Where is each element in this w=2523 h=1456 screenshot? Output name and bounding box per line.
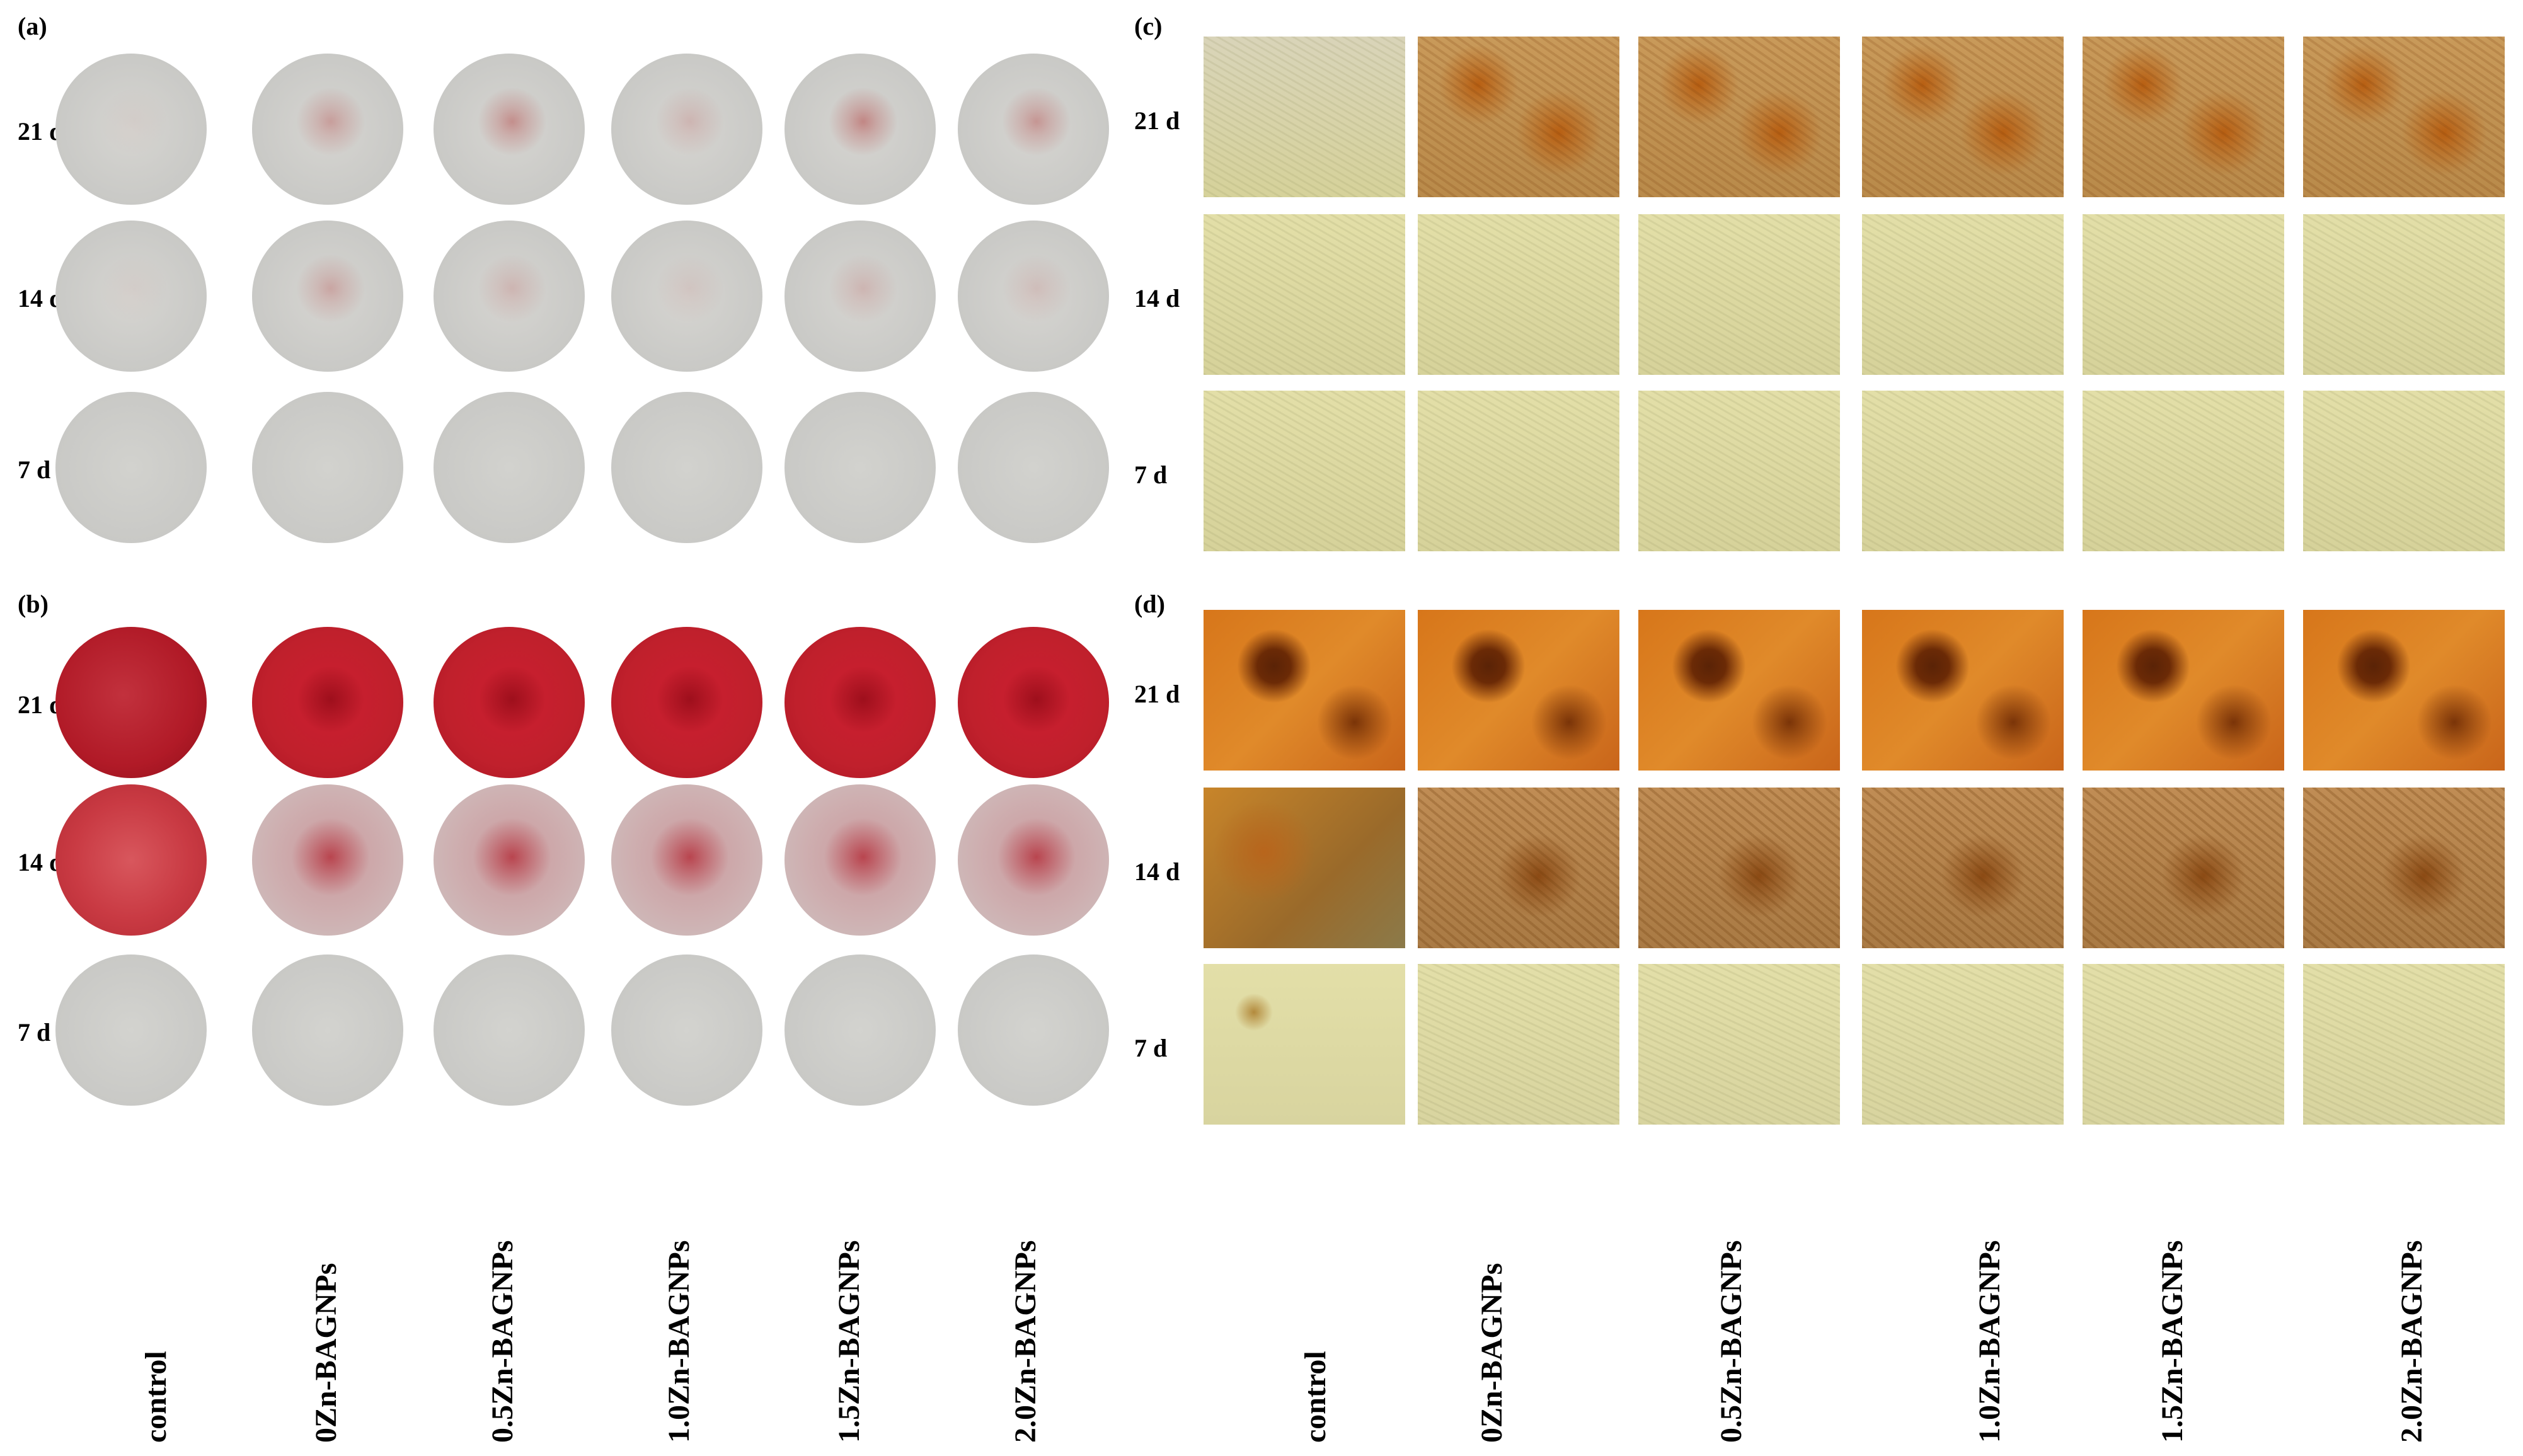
- panel-b-label: (b): [18, 590, 49, 618]
- dish-b-r0-c4: [784, 627, 936, 778]
- dish-a-r2-c3: [611, 392, 762, 543]
- dish-a-r2-c5: [958, 392, 1109, 543]
- tile-c-r1-c1: [1418, 214, 1619, 375]
- dish-a-r1-c3: [611, 221, 762, 372]
- dish-b-r0-c1: [252, 627, 403, 778]
- col-label-right-1: 0Zn-BAGNPs: [1475, 1263, 1509, 1443]
- dish-b-r2-c0: [55, 954, 207, 1106]
- dish-b-r0-c3: [611, 627, 762, 778]
- tile-d-r2-c5: [2303, 964, 2505, 1125]
- col-label-right-2: 0.5Zn-BAGNPs: [1715, 1240, 1748, 1443]
- tile-c-r1-c3: [1862, 214, 2064, 375]
- dish-b-r1-c1: [252, 784, 403, 936]
- row-label-c-0: 21 d: [1134, 106, 1180, 135]
- dish-b-r2-c1: [252, 954, 403, 1106]
- col-label-left-0: control: [139, 1351, 173, 1443]
- col-label-left-2: 0.5Zn-BAGNPs: [486, 1240, 519, 1443]
- tile-d-r2-c0: [1204, 964, 1405, 1125]
- tile-c-r0-c4: [2083, 37, 2284, 197]
- tile-d-r0-c5: [2303, 610, 2505, 771]
- tile-d-r1-c4: [2083, 788, 2284, 948]
- dish-a-r2-c2: [434, 392, 585, 543]
- dish-b-r0-c2: [434, 627, 585, 778]
- dish-b-r1-c4: [784, 784, 936, 936]
- col-label-right-5: 2.0Zn-BAGNPs: [2395, 1240, 2428, 1443]
- tile-d-r1-c5: [2303, 788, 2505, 948]
- tile-d-r2-c3: [1862, 964, 2064, 1125]
- row-label-a-2: 7 d: [18, 456, 51, 484]
- tile-c-r2-c1: [1418, 391, 1619, 551]
- dish-a-r1-c1: [252, 221, 403, 372]
- tile-d-r1-c0: [1204, 788, 1405, 948]
- panel-d-label: (d): [1134, 590, 1165, 618]
- dish-b-r1-c0: [55, 784, 207, 936]
- dish-a-r2-c1: [252, 392, 403, 543]
- dish-a-r1-c2: [434, 221, 585, 372]
- col-label-left-5: 2.0Zn-BAGNPs: [1009, 1240, 1042, 1443]
- dish-b-r1-c2: [434, 784, 585, 936]
- tile-c-r2-c4: [2083, 391, 2284, 551]
- panel-c-label: (c): [1134, 12, 1163, 40]
- col-label-left-1: 0Zn-BAGNPs: [309, 1263, 343, 1443]
- tile-d-r1-c3: [1862, 788, 2064, 948]
- dish-b-r2-c4: [784, 954, 936, 1106]
- row-label-c-2: 7 d: [1134, 461, 1168, 489]
- col-label-right-0: control: [1299, 1351, 1332, 1443]
- dish-b-r2-c5: [958, 954, 1109, 1106]
- tile-c-r1-c5: [2303, 214, 2505, 375]
- dish-a-r2-c0: [55, 392, 207, 543]
- dish-a-r0-c2: [434, 54, 585, 205]
- col-label-right-4: 1.5Zn-BAGNPs: [2156, 1240, 2189, 1443]
- tile-d-r2-c2: [1638, 964, 1840, 1125]
- col-label-left-3: 1.0Zn-BAGNPs: [662, 1240, 696, 1443]
- row-label-d-1: 14 d: [1134, 857, 1180, 886]
- tile-d-r2-c4: [2083, 964, 2284, 1125]
- tile-c-r2-c0: [1204, 391, 1405, 551]
- dish-a-r1-c0: [55, 221, 207, 372]
- tile-c-r1-c4: [2083, 214, 2284, 375]
- tile-c-r0-c5: [2303, 37, 2505, 197]
- tile-c-r0-c1: [1418, 37, 1619, 197]
- tile-d-r0-c2: [1638, 610, 1840, 771]
- row-label-b-2: 7 d: [18, 1018, 51, 1046]
- dish-b-r0-c5: [958, 627, 1109, 778]
- dish-a-r0-c0: [55, 54, 207, 205]
- dish-b-r0-c0: [55, 627, 207, 778]
- dish-a-r2-c4: [784, 392, 936, 543]
- tile-c-r2-c5: [2303, 391, 2505, 551]
- tile-d-r1-c2: [1638, 788, 1840, 948]
- tile-d-r0-c1: [1418, 610, 1619, 771]
- tile-c-r0-c0: [1204, 37, 1405, 197]
- dish-b-r2-c2: [434, 954, 585, 1106]
- dish-a-r1-c5: [958, 221, 1109, 372]
- dish-a-r0-c4: [784, 54, 936, 205]
- tile-c-r1-c2: [1638, 214, 1840, 375]
- tile-c-r2-c2: [1638, 391, 1840, 551]
- col-label-right-3: 1.0Zn-BAGNPs: [1973, 1240, 2006, 1443]
- panel-a-label: (a): [18, 12, 47, 40]
- tile-d-r0-c3: [1862, 610, 2064, 771]
- dish-b-r1-c5: [958, 784, 1109, 936]
- tile-d-r2-c1: [1418, 964, 1619, 1125]
- dish-b-r1-c3: [611, 784, 762, 936]
- row-label-c-1: 14 d: [1134, 284, 1180, 312]
- dish-a-r1-c4: [784, 221, 936, 372]
- tile-d-r0-c4: [2083, 610, 2284, 771]
- row-label-d-0: 21 d: [1134, 680, 1180, 708]
- tile-d-r1-c1: [1418, 788, 1619, 948]
- col-label-left-4: 1.5Zn-BAGNPs: [832, 1240, 866, 1443]
- dish-a-r0-c3: [611, 54, 762, 205]
- dish-b-r2-c3: [611, 954, 762, 1106]
- tile-c-r1-c0: [1204, 214, 1405, 375]
- tile-c-r2-c3: [1862, 391, 2064, 551]
- tile-c-r0-c2: [1638, 37, 1840, 197]
- dish-a-r0-c5: [958, 54, 1109, 205]
- dish-a-r0-c1: [252, 54, 403, 205]
- tile-c-r0-c3: [1862, 37, 2064, 197]
- row-label-d-2: 7 d: [1134, 1034, 1168, 1062]
- tile-d-r0-c0: [1204, 610, 1405, 771]
